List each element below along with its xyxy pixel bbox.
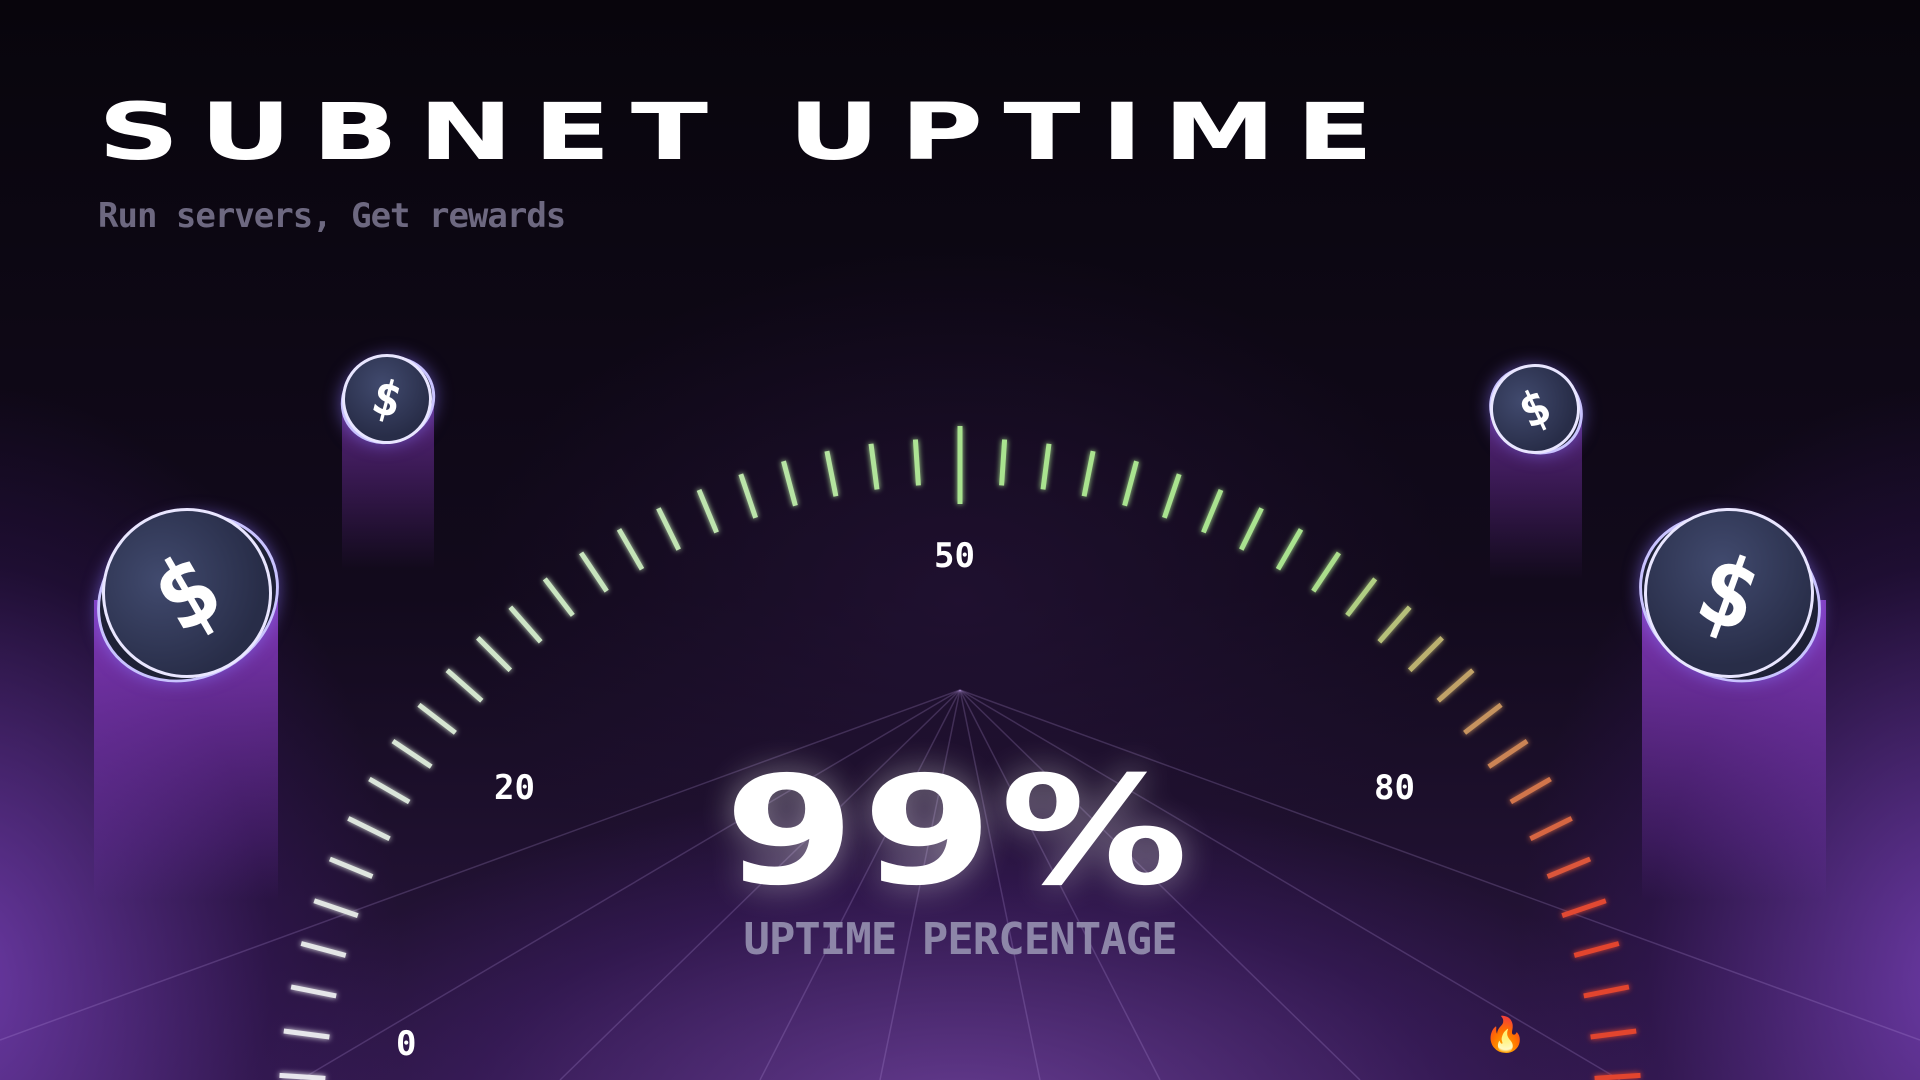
gauge-tick xyxy=(391,739,433,769)
gauge-tick xyxy=(1487,739,1529,769)
gauge-tick xyxy=(824,450,839,497)
gauge-tick xyxy=(1377,605,1412,644)
gauge-tick xyxy=(1407,636,1444,673)
gauge-tick xyxy=(579,551,609,593)
fire-icon: 🔥 xyxy=(1484,1015,1527,1055)
uptime-caption: UPTIME PERCENTAGE xyxy=(743,914,1177,965)
gauge-tick xyxy=(999,439,1008,486)
gauge-label-80: 80 xyxy=(1374,768,1415,808)
gauge-tick xyxy=(1311,551,1341,593)
gauge-tick xyxy=(476,636,513,673)
gauge-label-50: 50 xyxy=(934,536,975,576)
gauge-tick xyxy=(1275,528,1304,571)
gauge-tick xyxy=(542,577,575,617)
gauge-tick xyxy=(1529,816,1573,841)
gauge-tick xyxy=(279,1072,326,1080)
gauge-tick xyxy=(1239,507,1264,551)
gauge-tick xyxy=(445,668,484,703)
gauge-tick xyxy=(781,460,798,507)
gauge-tick xyxy=(300,941,347,958)
page-title: SUBNET UPTIME xyxy=(98,88,1394,178)
gauge-tick xyxy=(347,816,391,841)
gauge-tick xyxy=(328,856,374,879)
gauge-tick xyxy=(656,507,681,551)
gauge-tick xyxy=(1546,856,1592,879)
gauge-tick xyxy=(1201,488,1224,534)
gauge-tick xyxy=(616,528,645,571)
gauge-tick xyxy=(1081,450,1096,497)
gauge-tick xyxy=(696,488,719,534)
gauge-tick xyxy=(368,776,411,805)
gauge-tick xyxy=(417,702,457,735)
gauge-tick xyxy=(290,984,337,999)
gauge-tick xyxy=(1509,776,1552,805)
gauge-tick xyxy=(868,443,880,490)
gauge-tick xyxy=(283,1028,330,1040)
gauge-label-20: 20 xyxy=(494,768,535,808)
gauge-tick xyxy=(912,439,921,486)
gauge-tick xyxy=(1463,702,1503,735)
gauge-tick xyxy=(1040,443,1052,490)
gauge-tick xyxy=(313,898,359,918)
gauge-tick xyxy=(738,473,758,519)
gauge-tick xyxy=(1561,898,1607,918)
uptime-value: 99% xyxy=(724,745,1196,919)
gauge-tick xyxy=(1573,941,1620,958)
gauge-tick xyxy=(1590,1028,1637,1040)
gauge-tick xyxy=(1122,460,1139,507)
gauge-tick xyxy=(1436,668,1475,703)
gauge-label-0: 0 xyxy=(396,1024,417,1064)
gauge-tick xyxy=(1583,984,1630,999)
page-subtitle: Run servers, Get rewards xyxy=(98,196,566,236)
gauge-tick xyxy=(508,605,543,644)
gauge-tick xyxy=(1594,1072,1641,1080)
gauge-tick xyxy=(1162,473,1182,519)
gauge-tick xyxy=(1345,577,1378,617)
